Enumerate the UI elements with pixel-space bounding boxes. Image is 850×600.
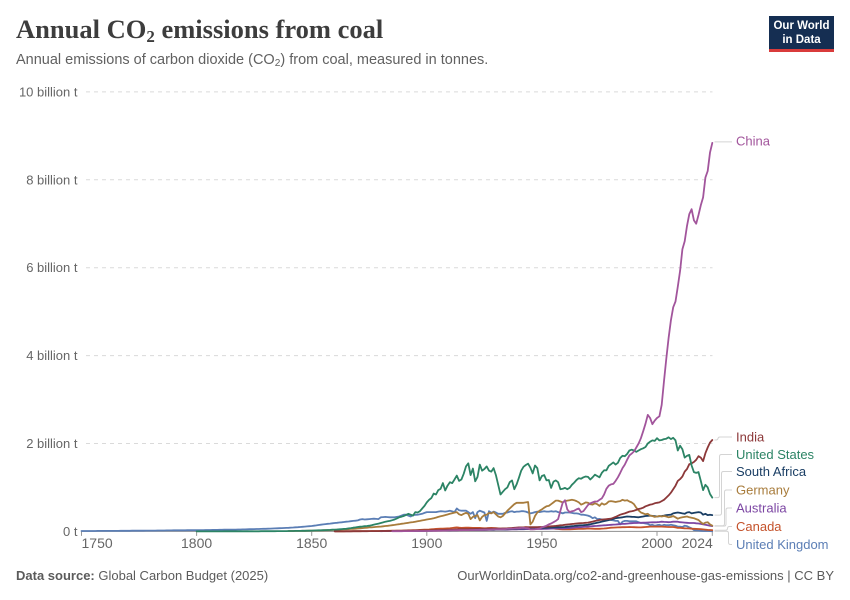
svg-text:2 billion t: 2 billion t [26,436,78,451]
svg-text:Canada: Canada [736,519,782,534]
svg-text:China: China [736,134,771,149]
svg-text:United States: United States [736,447,815,462]
svg-text:India: India [736,430,765,445]
svg-text:2000: 2000 [641,535,672,551]
svg-text:United Kingdom: United Kingdom [736,537,829,552]
svg-text:6 billion t: 6 billion t [26,260,78,275]
svg-text:Australia: Australia [736,501,787,516]
svg-text:1750: 1750 [82,535,113,551]
svg-text:8 billion t: 8 billion t [26,172,78,187]
svg-text:2024: 2024 [682,535,713,551]
svg-text:1850: 1850 [296,535,327,551]
svg-text:10 billion t: 10 billion t [19,84,78,99]
svg-text:South Africa: South Africa [736,464,807,479]
svg-text:4 billion t: 4 billion t [26,348,78,363]
svg-text:1900: 1900 [411,535,442,551]
svg-text:1950: 1950 [526,535,557,551]
svg-text:Germany: Germany [736,483,790,498]
svg-text:0 t: 0 t [63,524,78,539]
svg-text:1800: 1800 [181,535,212,551]
